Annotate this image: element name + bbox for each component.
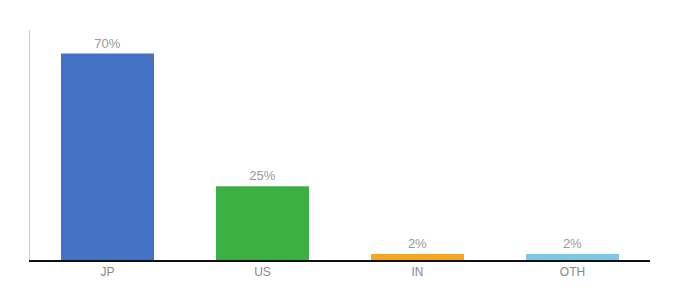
svg-text:JP: JP	[100, 265, 114, 279]
svg-text:70%: 70%	[94, 36, 120, 51]
svg-text:US: US	[254, 265, 271, 279]
svg-text:OTH: OTH	[560, 265, 585, 279]
svg-text:25%: 25%	[249, 168, 275, 183]
svg-text:2%: 2%	[408, 236, 427, 251]
svg-text:2%: 2%	[563, 236, 582, 251]
svg-text:IN: IN	[412, 265, 424, 279]
